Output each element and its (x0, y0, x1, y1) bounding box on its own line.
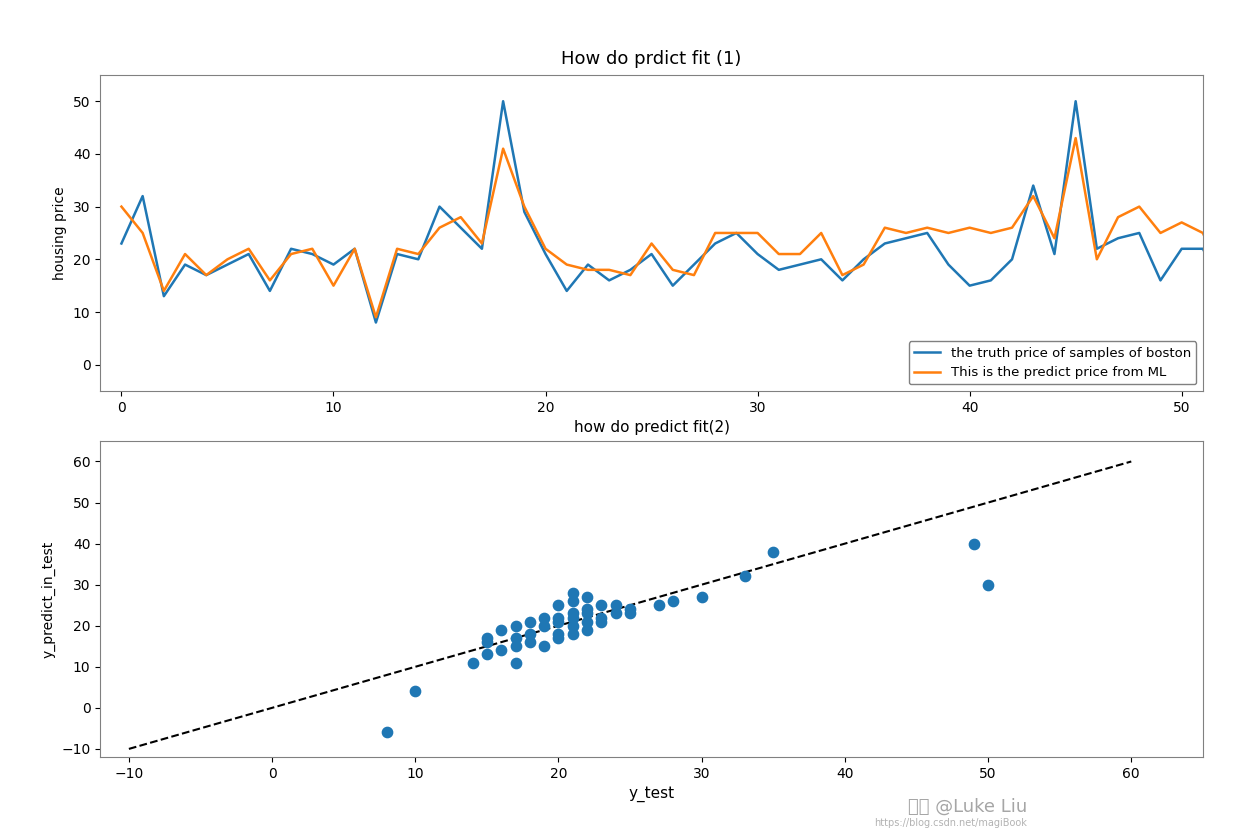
the truth price of samples of boston (920, 228, 935, 238)
Point (534, 611, 554, 624)
Point (549, 611, 569, 624)
Point (520, 615, 540, 628)
the truth price of samples of boston (114, 239, 129, 249)
Y-axis label: housing price: housing price (54, 186, 68, 280)
Point (505, 631, 525, 645)
Title: How do prdict fit (1): How do prdict fit (1) (561, 50, 742, 67)
Point (549, 615, 569, 628)
Point (563, 619, 583, 632)
Point (620, 607, 640, 620)
Point (734, 570, 754, 583)
Point (591, 615, 611, 628)
the truth price of samples of boston (368, 318, 383, 328)
Point (692, 591, 712, 604)
the truth price of samples of boston (813, 255, 828, 265)
Point (591, 598, 611, 612)
Point (563, 611, 583, 624)
Legend: the truth price of samples of boston, This is the predict price from ML: the truth price of samples of boston, Th… (908, 341, 1197, 384)
Point (377, 726, 397, 739)
Point (563, 627, 583, 641)
X-axis label: how do predict fit(2): how do predict fit(2) (574, 420, 729, 435)
the truth price of samples of boston (496, 97, 511, 106)
the truth price of samples of boston (1048, 249, 1063, 259)
Y-axis label: y_predict_in_test: y_predict_in_test (41, 541, 55, 657)
Point (477, 648, 497, 661)
Point (578, 623, 598, 636)
This is the predict price from ML (135, 228, 150, 238)
Text: 知乎 @Luke Liu: 知乎 @Luke Liu (908, 797, 1027, 815)
This is the predict price from ML (898, 228, 913, 238)
Line: the truth price of samples of boston: the truth price of samples of boston (122, 102, 1253, 323)
Point (491, 623, 511, 636)
Point (578, 591, 598, 604)
This is the predict price from ML (856, 260, 871, 270)
This is the predict price from ML (1026, 191, 1041, 201)
the truth price of samples of boston (580, 260, 595, 270)
Point (534, 619, 554, 632)
Point (405, 685, 425, 698)
This is the predict price from ML (792, 249, 807, 259)
Point (549, 631, 569, 645)
Point (763, 545, 783, 558)
Point (505, 640, 525, 653)
Point (649, 598, 669, 612)
Line: This is the predict price from ML: This is the predict price from ML (122, 138, 1253, 317)
the truth price of samples of boston (877, 239, 892, 249)
Point (591, 611, 611, 624)
Point (520, 636, 540, 649)
Point (964, 537, 984, 550)
Point (462, 656, 482, 669)
This is the predict price from ML (559, 260, 574, 270)
Point (477, 631, 497, 645)
Point (505, 619, 525, 632)
Point (534, 640, 554, 653)
Point (605, 607, 625, 620)
Point (520, 627, 540, 641)
Point (578, 607, 598, 620)
Text: https://blog.csdn.net/magiBook: https://blog.csdn.net/magiBook (875, 818, 1027, 828)
X-axis label: y_test: y_test (629, 786, 674, 802)
This is the predict price from ML (368, 312, 383, 322)
This is the predict price from ML (114, 201, 129, 211)
Point (477, 636, 497, 649)
Point (979, 578, 999, 592)
the truth price of samples of boston (135, 191, 150, 201)
Point (563, 594, 583, 607)
Point (505, 656, 525, 669)
Point (578, 602, 598, 616)
Point (563, 587, 583, 600)
Point (578, 615, 598, 628)
Point (620, 602, 640, 616)
This is the predict price from ML (1068, 133, 1083, 143)
Point (491, 644, 511, 657)
Point (549, 627, 569, 641)
Point (663, 594, 683, 607)
Point (605, 598, 625, 612)
Point (563, 607, 583, 620)
Point (549, 598, 569, 612)
